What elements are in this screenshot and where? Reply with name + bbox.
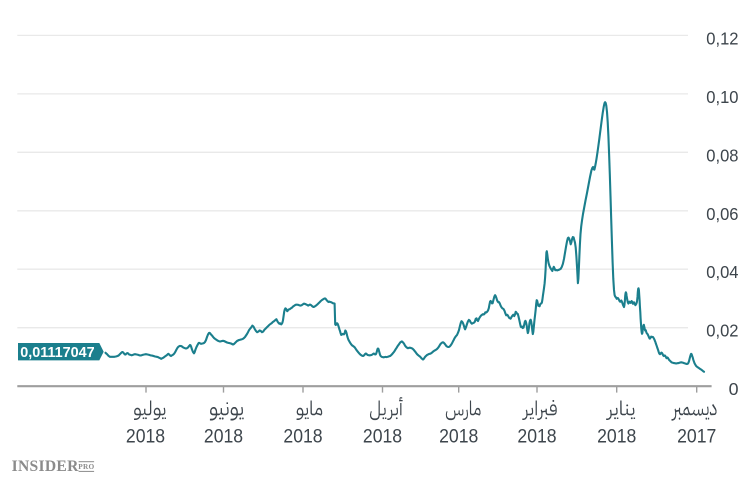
svg-text:0,01117047: 0,01117047 [20, 345, 94, 361]
svg-text:2018: 2018 [439, 426, 478, 448]
svg-text:0,08: 0,08 [706, 145, 738, 165]
svg-text:2017: 2017 [677, 426, 716, 448]
svg-text:2018: 2018 [126, 426, 165, 448]
svg-text:0,04: 0,04 [706, 262, 738, 282]
svg-text:2018: 2018 [597, 426, 636, 448]
svg-text:0,06: 0,06 [706, 204, 738, 224]
svg-text:2018: 2018 [204, 426, 243, 448]
svg-text:2018: 2018 [363, 426, 402, 448]
svg-text:2018: 2018 [517, 426, 556, 448]
svg-text:0,12: 0,12 [706, 28, 738, 48]
svg-text:0,10: 0,10 [706, 87, 738, 107]
svg-text:PRO: PRO [78, 462, 94, 471]
svg-text:0: 0 [729, 379, 739, 399]
svg-text:2018: 2018 [283, 426, 322, 448]
svg-text:0,02: 0,02 [706, 321, 738, 341]
svg-text:INSIDER: INSIDER [12, 458, 80, 475]
